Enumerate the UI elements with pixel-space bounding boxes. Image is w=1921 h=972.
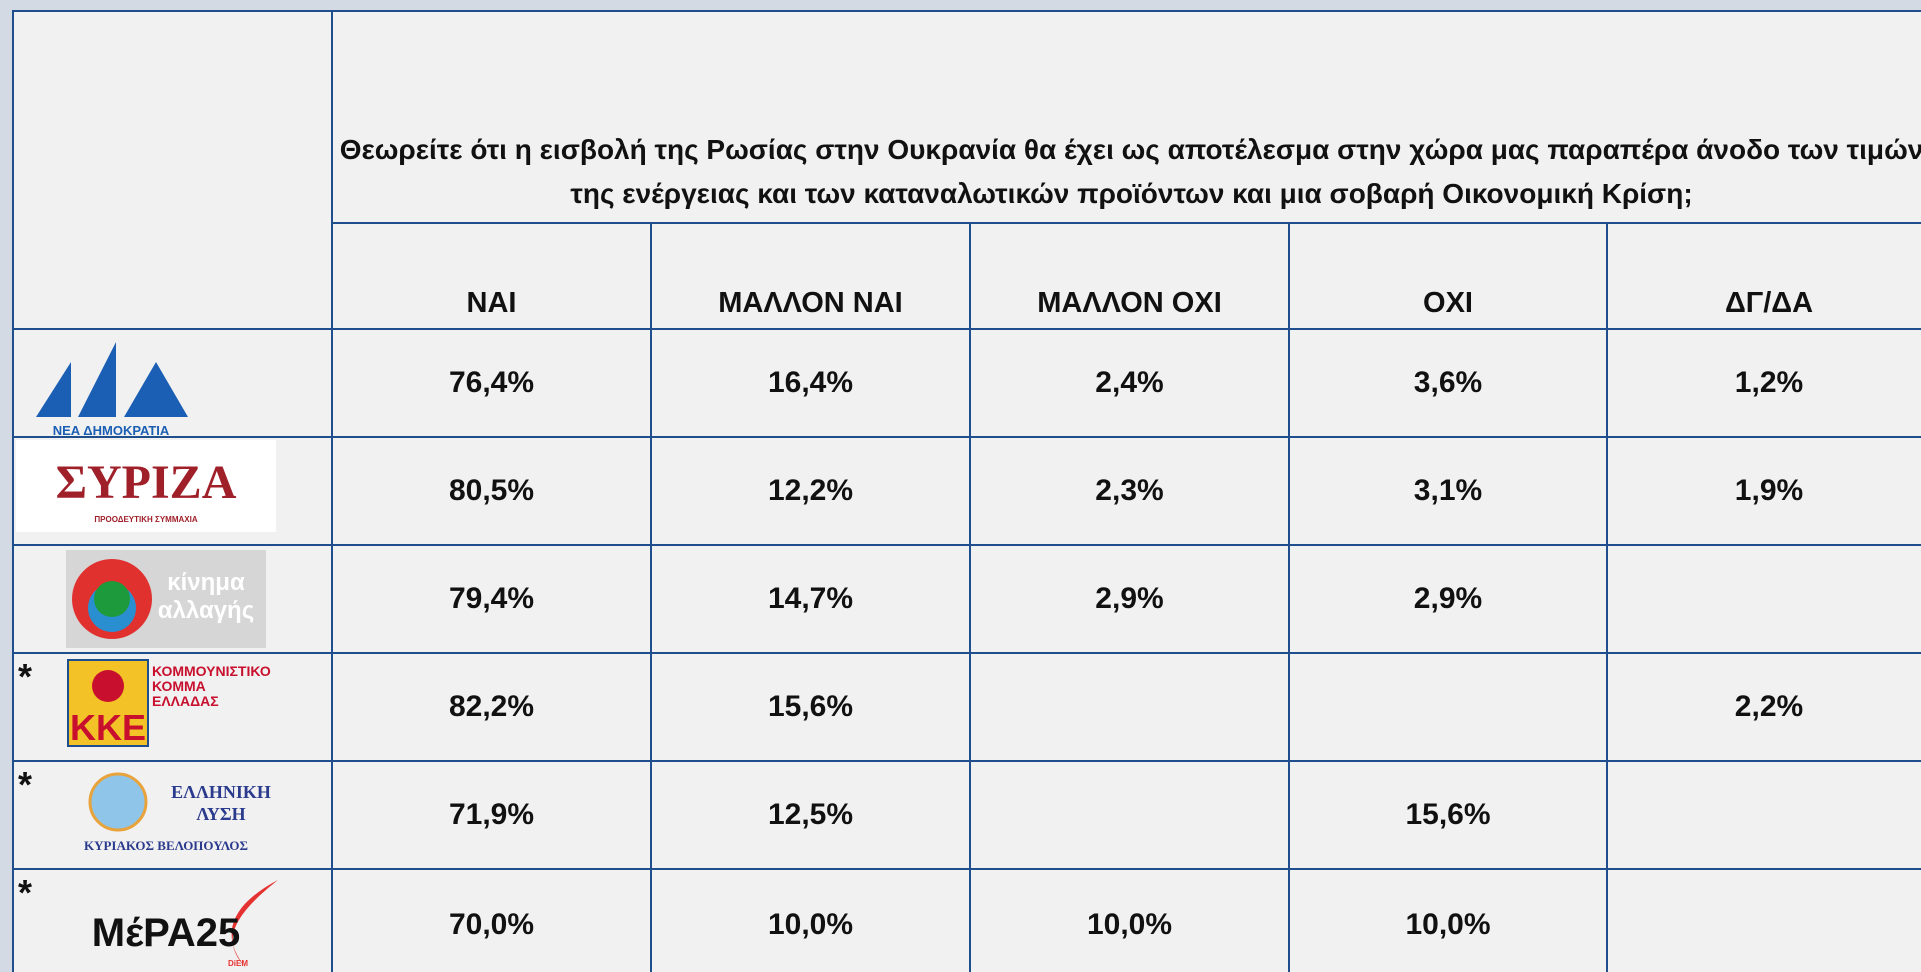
logo-shape (231, 880, 278, 968)
value-cell: 15,6% (1288, 760, 1608, 870)
value-cell (1606, 868, 1921, 972)
logo-text: ΚΚΕ (70, 707, 146, 748)
logo-text: DiEM (228, 959, 248, 968)
value-cell: 2,9% (969, 544, 1290, 654)
logo-shape (94, 581, 130, 617)
party-cell: * ΚΚΕ ΚΟΜΜΟΥΝΙΣΤΙΚΟ ΚΟΜΜΑ ΕΛΛΑΔΑΣ (12, 652, 333, 762)
party-logo: ΜέΡΑ25 DiEM (92, 880, 278, 968)
value-cell: 12,2% (650, 436, 971, 546)
asterisk: * (18, 872, 33, 913)
party-cell: ΝΕΑ ΔΗΜΟΚΡΑΤΙΑ (12, 328, 333, 438)
value-cell: 2,9% (1288, 544, 1608, 654)
logo-shape (88, 772, 148, 832)
value-cell: 16,4% (650, 328, 971, 438)
value-cell: 1,2% (1606, 328, 1921, 438)
value-cell: 2,3% (969, 436, 1290, 546)
value-cell: 10,0% (650, 868, 971, 972)
logo-text: ΛΥΣΗ (196, 804, 245, 824)
value-cell: 71,9% (331, 760, 652, 870)
column-header: ΜΑΛΛΟΝ ΝΑΙ (650, 222, 971, 330)
party-cell: κίνημα αλλαγής (12, 544, 333, 654)
value-cell: 14,7% (650, 544, 971, 654)
value-cell: 82,2% (331, 652, 652, 762)
question: Θεωρείτε ότι η εισβολή της Ρωσίας στην Ο… (331, 10, 1921, 224)
logo-shape (92, 670, 124, 702)
logo-shape (36, 362, 71, 417)
value-cell: 79,4% (331, 544, 652, 654)
column-header: ΟΧΙ (1288, 222, 1608, 330)
value-cell (1288, 652, 1608, 762)
logo-text: ΚΥΡΙΑΚΟΣ ΒΕΛΟΠΟΥΛΟΣ (84, 838, 248, 853)
logo-shape (16, 440, 276, 532)
party-logo: ΝΕΑ ΔΗΜΟΚΡΑΤΙΑ (36, 342, 188, 436)
party-cell: ΣΥΡΙΖΑ ΠΡΟΟΔΕΥΤΙΚΗ ΣΥΜΜΑΧΙΑ (12, 436, 333, 546)
logo-text: ΚΟΜΜΟΥΝΙΣΤΙΚΟ (152, 663, 271, 679)
logo-text: ΜέΡΑ25 (92, 911, 240, 955)
column-header: ΔΓ/ΔΑ (1606, 222, 1921, 330)
value-cell: 1,9% (1606, 436, 1921, 546)
column-header: ΝΑΙ (331, 222, 652, 330)
asterisk: * (18, 656, 33, 697)
logo-text: ΕΛΛΑΔΑΣ (152, 693, 219, 709)
logo-text: κίνημα (167, 569, 245, 596)
value-cell (1606, 760, 1921, 870)
corner-cell (12, 10, 333, 330)
logo-text: ΣΥΡΙΖΑ (56, 456, 237, 509)
value-cell (1606, 544, 1921, 654)
value-cell: 70,0% (331, 868, 652, 972)
value-cell: 3,1% (1288, 436, 1608, 546)
value-cell: 76,4% (331, 328, 652, 438)
value-cell: 12,5% (650, 760, 971, 870)
logo-text: ΠΡΟΟΔΕΥΤΙΚΗ ΣΥΜΜΑΧΙΑ (94, 515, 197, 524)
logo-text: ΚΟΜΜΑ (152, 678, 206, 694)
asterisk: * (18, 764, 33, 805)
value-cell: 15,6% (650, 652, 971, 762)
value-cell: 2,4% (969, 328, 1290, 438)
logo-shape (124, 362, 188, 417)
value-cell: 3,6% (1288, 328, 1608, 438)
value-cell: 10,0% (1288, 868, 1608, 972)
value-cell (969, 760, 1290, 870)
column-header: ΜΑΛΛΟΝ ΟΧΙ (969, 222, 1290, 330)
logo-shape (78, 342, 116, 417)
value-cell: 80,5% (331, 436, 652, 546)
value-cell: 10,0% (969, 868, 1290, 972)
party-cell: * ΜέΡΑ25 DiEM (12, 868, 333, 972)
value-cell (969, 652, 1290, 762)
value-cell: 2,2% (1606, 652, 1921, 762)
logo-text: ΕΛΛΗΝΙΚΗ (171, 782, 271, 802)
logo-text: ΝΕΑ ΔΗΜΟΚΡΑΤΙΑ (53, 423, 170, 436)
logo-text: αλλαγής (158, 597, 254, 624)
party-cell: * ΕΛΛΗΝΙΚΗ ΛΥΣΗ ΚΥΡΙΑΚΟΣ ΒΕΛΟΠΟΥΛΟΣ (12, 760, 333, 870)
party-logo: ΣΥΡΙΖΑ ΠΡΟΟΔΕΥΤΙΚΗ ΣΥΜΜΑΧΙΑ (16, 440, 276, 532)
